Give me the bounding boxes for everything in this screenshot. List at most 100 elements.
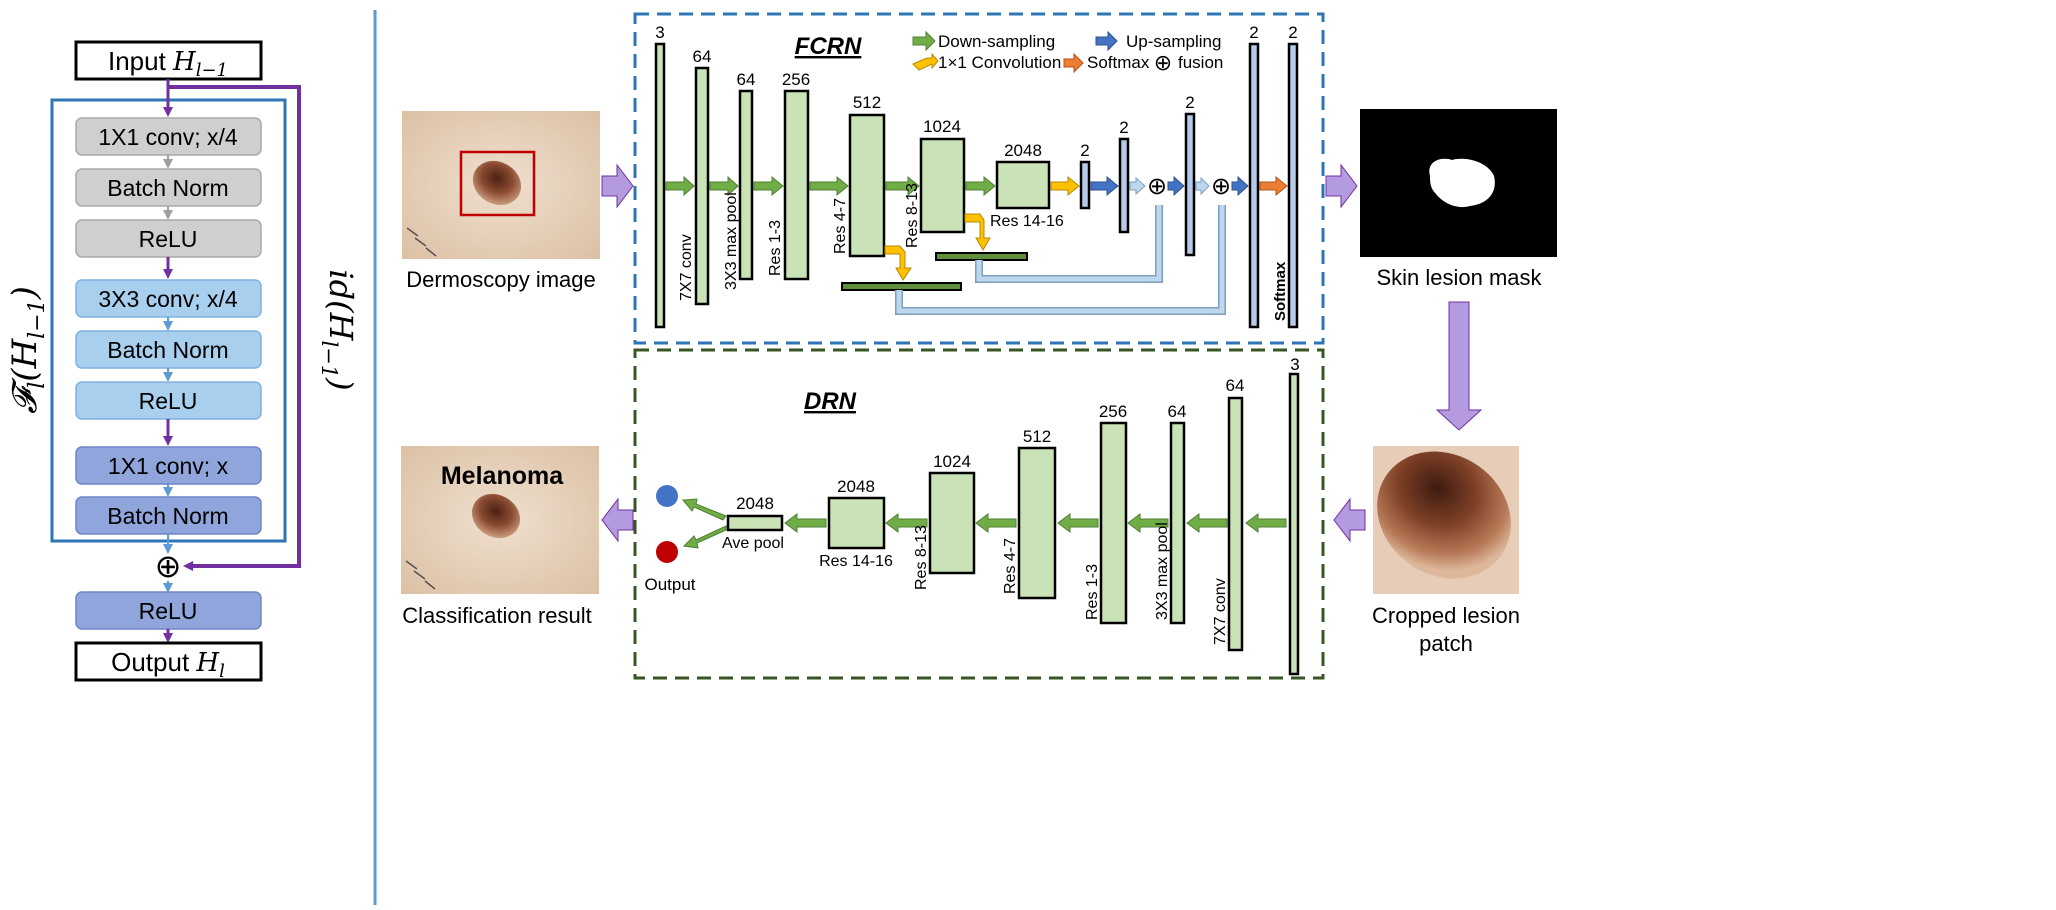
fcrn-layer-label: 3X3 max pool xyxy=(723,192,740,290)
svg-text:Softmax: Softmax xyxy=(1087,53,1150,72)
svg-text:1X1 conv; x: 1X1 conv; x xyxy=(108,453,229,479)
down-arrow-4 xyxy=(809,175,849,197)
classification-result-image xyxy=(401,446,599,594)
fcrn-layer-label: Res 4-7 xyxy=(832,198,849,254)
drn-layer-label: 3X3 max pool xyxy=(1154,522,1171,620)
cropped-patch-caption-line2: patch xyxy=(1419,631,1473,656)
output-label: Output xyxy=(644,575,695,594)
drn-section: DRN Cropped lesion patch Output xyxy=(401,348,1520,680)
fcrn-title: FCRN xyxy=(795,33,862,60)
fcrn-layer-input-3 xyxy=(654,42,666,329)
layer-relu-2: ReLU xyxy=(75,381,262,420)
drn-layer-7x7-conv xyxy=(1227,396,1244,652)
fcrn-layer-label: Res 8-13 xyxy=(904,183,921,248)
fcrn-channel-label: 3 xyxy=(655,23,664,42)
fcrn-section: FCRN Dermoscopy image xyxy=(402,12,1557,431)
fcrn-layer-res1-3 xyxy=(783,89,810,281)
drn-layer-res4-7 xyxy=(1017,446,1057,600)
drn-arrow xyxy=(885,513,928,533)
drn-frame xyxy=(633,348,1325,680)
fcrn-channel-label: 2 xyxy=(1249,23,1258,42)
convolution-legend-icon xyxy=(912,52,939,71)
conv-arrow-skip-2 xyxy=(884,245,912,281)
fcrn-frame xyxy=(633,12,1325,345)
layer-batch-norm-3: Batch Norm xyxy=(75,496,262,535)
output-arrow-up xyxy=(682,498,727,521)
layer-final-relu: ReLU xyxy=(75,591,262,630)
identity-path xyxy=(168,85,301,571)
fcrn-channel-label: 2 xyxy=(1080,141,1089,160)
drn-arrow xyxy=(975,513,1017,533)
fcrn-score-1 xyxy=(1079,160,1091,210)
fcrn-layer-res14-16 xyxy=(995,160,1051,210)
up-sampling-legend-icon xyxy=(1095,30,1118,52)
fcrn-channel-label: 256 xyxy=(782,70,810,89)
layer-1x1-conv-reduce: 1X1 conv; x/4 xyxy=(75,117,262,156)
up-arrow-3 xyxy=(1231,175,1249,197)
identity-label: id(Hl−1) xyxy=(317,269,360,390)
fcrn-upsample-3 xyxy=(1248,42,1260,329)
svg-text:fusion: fusion xyxy=(1178,53,1223,72)
drn-layer-res8-13 xyxy=(928,471,976,575)
fcrn-skip-conv-res4-7 xyxy=(841,282,962,291)
fcrn-skip-conv-res8-13 xyxy=(935,252,1028,261)
lesion-bounding-box xyxy=(459,150,536,217)
flow-arrow-into-fcrn xyxy=(601,163,634,209)
fcrn-layer-maxpool xyxy=(738,89,754,281)
svg-text:ReLU: ReLU xyxy=(139,226,198,252)
output-label: Output Hl xyxy=(111,647,225,682)
softmax-arrow xyxy=(1259,175,1288,197)
drn-arrow xyxy=(1127,513,1169,533)
fcrn-upsample-2 xyxy=(1184,112,1196,257)
svg-text:Down-sampling: Down-sampling xyxy=(938,32,1055,51)
fcrn-channel-label: 2 xyxy=(1119,118,1128,137)
classification-result-label: Melanoma xyxy=(441,462,564,490)
down-sampling-legend-icon xyxy=(912,30,936,52)
flow-arrow-out-of-fcrn xyxy=(1325,163,1358,209)
drn-layer-input-3 xyxy=(1288,372,1300,676)
fcrn-layer-res8-13 xyxy=(919,137,966,234)
softmax-legend-icon xyxy=(1063,52,1084,74)
block-fusion-icon: ⊕ xyxy=(155,548,182,584)
drn-channel-label: 512 xyxy=(1023,427,1051,446)
residual-block-diagram: Input Hl−1 1X1 conv; x/4 Batch Norm ReLU… xyxy=(5,40,360,682)
fcrn-softmax-layer xyxy=(1287,42,1299,329)
svg-text:Batch Norm: Batch Norm xyxy=(107,503,228,529)
drn-channel-label: 64 xyxy=(1226,376,1245,395)
drn-layer-label: Res 14-16 xyxy=(819,553,893,570)
fcrn-layer-label: Softmax xyxy=(1272,261,1289,321)
drn-layer-res14-16 xyxy=(827,496,886,550)
skin-lesion-mask-image xyxy=(1360,109,1557,257)
up-arrow-2 xyxy=(1167,175,1185,197)
drn-channel-label: 1024 xyxy=(933,452,971,471)
fcrn-channel-label: 512 xyxy=(853,93,881,112)
svg-text:Batch Norm: Batch Norm xyxy=(107,175,228,201)
fcrn-layer-label: Res 14-16 xyxy=(990,213,1064,230)
down-arrow-1 xyxy=(665,175,695,197)
drn-title: DRN xyxy=(804,388,857,415)
fcrn-channel-label: 64 xyxy=(737,70,756,89)
dermoscopy-image xyxy=(402,111,600,259)
fusion-icon-2: ⊕ xyxy=(1211,173,1231,200)
down-arrow-3 xyxy=(753,175,784,197)
down-arrow-6 xyxy=(965,175,996,197)
layer-3x3-conv: 3X3 conv; x/4 xyxy=(75,279,262,318)
fcrn-channel-label: 2 xyxy=(1185,93,1194,112)
classification-result-caption: Classification result xyxy=(402,603,592,628)
layer-relu-1: ReLU xyxy=(75,219,262,258)
cropped-patch-caption-line1: Cropped lesion xyxy=(1372,603,1520,628)
up-arrow-1 xyxy=(1090,175,1119,197)
drn-layer-label: Res 1-3 xyxy=(1084,564,1101,620)
conv-arrow-skip-1 xyxy=(964,213,991,251)
drn-layer-label: Res 8-13 xyxy=(913,525,930,590)
fcrn-layer-label: Res 1-3 xyxy=(767,220,784,276)
fcrn-channel-label: 2048 xyxy=(1004,141,1042,160)
output-class-melanoma-icon xyxy=(656,541,678,563)
drn-layer-label: 7X7 conv xyxy=(1212,578,1229,645)
fcrn-layer-res4-7 xyxy=(848,113,886,258)
fcrn-channel-label: 1024 xyxy=(923,117,961,136)
output-arrow-down xyxy=(682,525,727,549)
flow-arrow-to-crop xyxy=(1435,301,1483,431)
drn-channel-label: 3 xyxy=(1290,355,1299,374)
drn-layer-label: Res 4-7 xyxy=(1002,538,1019,594)
